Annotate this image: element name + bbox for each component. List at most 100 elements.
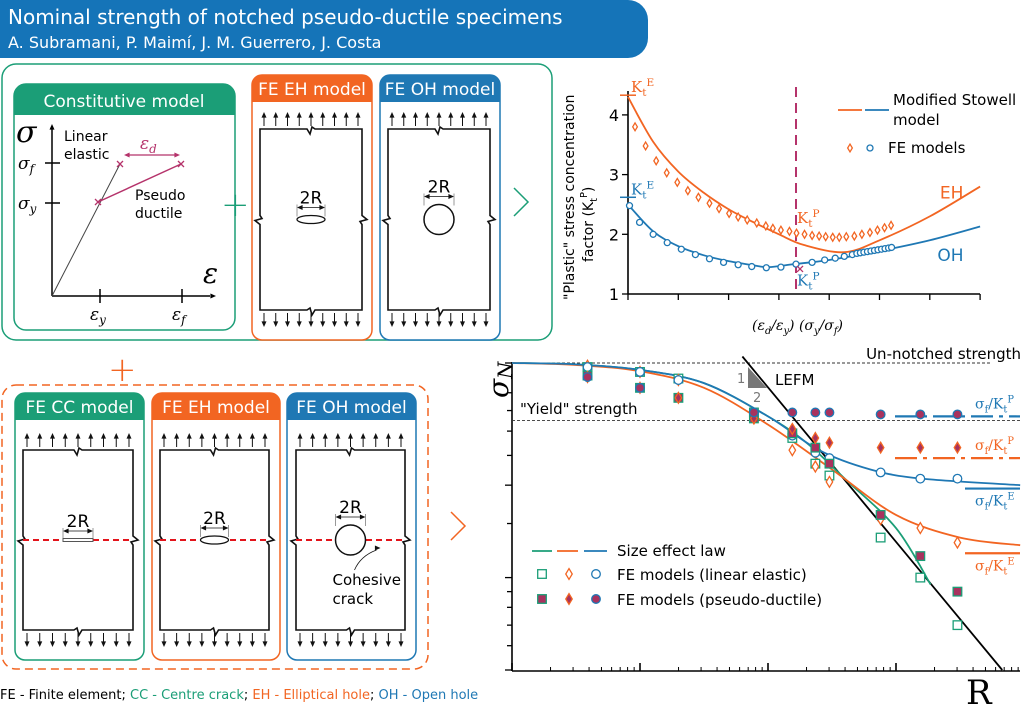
asymptote-label-part: P bbox=[1007, 394, 1014, 405]
circle-marker bbox=[748, 262, 756, 271]
arrowhead-icon bbox=[126, 641, 132, 647]
asymptote-label-part: t bbox=[1003, 502, 1007, 513]
y-axis-label-line-2-part: (K bbox=[581, 201, 597, 216]
circle-marker bbox=[591, 569, 601, 579]
arrowhead-icon bbox=[273, 112, 279, 118]
arrowhead-icon bbox=[224, 433, 230, 439]
ktp-label: KtP bbox=[797, 208, 820, 230]
curve-label-oh: OH bbox=[937, 246, 963, 266]
arrowhead-icon bbox=[343, 112, 349, 118]
arrowhead-icon bbox=[348, 433, 353, 439]
eps-y-label-part: y bbox=[98, 313, 106, 327]
kte-label: KtE bbox=[631, 77, 654, 99]
dimension-label: 2R bbox=[67, 512, 90, 532]
asymptote-label: σf/KtP bbox=[975, 436, 1014, 457]
asymptote-label-part: f bbox=[985, 566, 990, 577]
diamond-marker bbox=[663, 167, 670, 178]
circle-marker bbox=[840, 252, 848, 261]
arrowhead-icon bbox=[348, 641, 353, 647]
sigma-n-text-part: σ bbox=[482, 378, 515, 398]
arrowhead-icon bbox=[374, 545, 381, 551]
model-title: FE CC model bbox=[25, 398, 133, 418]
slope-label-2: 2 bbox=[753, 391, 761, 406]
arrowhead-icon bbox=[320, 112, 326, 118]
constitutive-box bbox=[13, 83, 236, 331]
y-axis-label-line-2: factor (KtP) bbox=[579, 187, 600, 262]
diamond-marker bbox=[851, 230, 858, 242]
diamond-marker bbox=[695, 192, 702, 203]
cross-marker-icon bbox=[796, 265, 804, 273]
diamond-marker bbox=[811, 431, 820, 445]
y-axis-label: "Plastic" stress concentration factor (Kt… bbox=[562, 95, 600, 300]
asymptote-label-part: /K bbox=[988, 494, 1004, 510]
arrowhead-icon bbox=[113, 433, 119, 439]
circle-marker bbox=[824, 407, 835, 418]
eps-y-label-part: ε bbox=[90, 305, 99, 325]
diamond-marker bbox=[631, 121, 639, 133]
square-marker bbox=[810, 442, 821, 453]
diamond-marker bbox=[706, 198, 713, 209]
legend-label: FE models bbox=[888, 139, 966, 157]
arrowhead-icon bbox=[49, 124, 55, 130]
model-box-fe-eh-model: FE EH model 2R bbox=[251, 74, 373, 341]
arrowhead-icon bbox=[373, 433, 379, 439]
arrowhead-icon bbox=[63, 528, 69, 534]
lefm-line bbox=[741, 355, 1003, 671]
eps-d-label-part: d bbox=[149, 142, 157, 156]
arrowhead-icon bbox=[448, 112, 454, 118]
kte-label-part: K bbox=[631, 180, 643, 198]
y-tick-label: 1 bbox=[609, 285, 619, 304]
arrowhead-icon bbox=[310, 641, 316, 647]
ktp-label-part: K bbox=[797, 271, 809, 289]
arrowhead-icon bbox=[37, 433, 43, 439]
eps-d-label-part: ε bbox=[140, 134, 149, 154]
kte-label-part: E bbox=[646, 77, 654, 89]
arrowhead-icon bbox=[224, 641, 230, 647]
slope-triangle bbox=[748, 367, 767, 388]
x-axis-label-part: y bbox=[813, 326, 820, 337]
arrowhead-icon bbox=[62, 433, 68, 439]
arrowhead-icon bbox=[237, 433, 243, 439]
dimension-label: 2R bbox=[300, 189, 323, 209]
eps-f-label-part: ε bbox=[172, 305, 181, 325]
footer-part: CC - Centre crack bbox=[130, 688, 244, 703]
diamond-marker bbox=[769, 223, 776, 234]
arrowhead-icon bbox=[297, 641, 303, 647]
asymptote-label-part: f bbox=[985, 502, 990, 513]
diamond-marker bbox=[793, 227, 800, 239]
ktp-label-part: K bbox=[797, 209, 809, 227]
circle-marker bbox=[915, 409, 926, 420]
arrowhead-icon bbox=[113, 641, 119, 647]
linear-elastic-line bbox=[51, 163, 121, 297]
pseudo-ductile-line bbox=[97, 163, 182, 203]
asymptote-label-part: E bbox=[1007, 492, 1014, 503]
arrowhead-icon bbox=[24, 433, 30, 439]
square-marker bbox=[537, 569, 547, 579]
footer-part: FE - Finite element; bbox=[0, 688, 130, 703]
arrowhead-icon bbox=[373, 641, 379, 647]
asymptote-label-part: σ bbox=[975, 396, 985, 412]
arrowhead-icon bbox=[297, 433, 303, 439]
model-title: FE EH model bbox=[162, 398, 270, 418]
model-title: FE EH model bbox=[258, 80, 366, 100]
diamond-marker bbox=[753, 217, 760, 229]
diamond-marker bbox=[674, 177, 681, 188]
arrowhead-icon bbox=[413, 112, 418, 118]
arrowhead-icon bbox=[448, 194, 454, 199]
x-axis-label: (εd/εy) (σy/σf) bbox=[752, 318, 843, 337]
footer-part: ; bbox=[370, 688, 379, 703]
footer-part: EH - Elliptical hole bbox=[252, 688, 370, 703]
diamond-marker bbox=[843, 231, 850, 242]
arrowhead-icon bbox=[161, 641, 167, 647]
size-effect-curve-eh bbox=[511, 362, 1021, 547]
arrowhead-icon bbox=[385, 433, 391, 439]
square-marker bbox=[915, 551, 926, 562]
y-axis-label-line-2-part: ) bbox=[581, 187, 597, 192]
arrowhead-icon bbox=[360, 433, 366, 439]
cross-marker-icon bbox=[94, 198, 102, 206]
pseudo-ductile-label-1: Pseudo bbox=[135, 188, 185, 204]
arrowhead-icon bbox=[199, 641, 205, 647]
model-title: FE OH model bbox=[385, 80, 495, 100]
diamond-marker bbox=[916, 521, 925, 535]
